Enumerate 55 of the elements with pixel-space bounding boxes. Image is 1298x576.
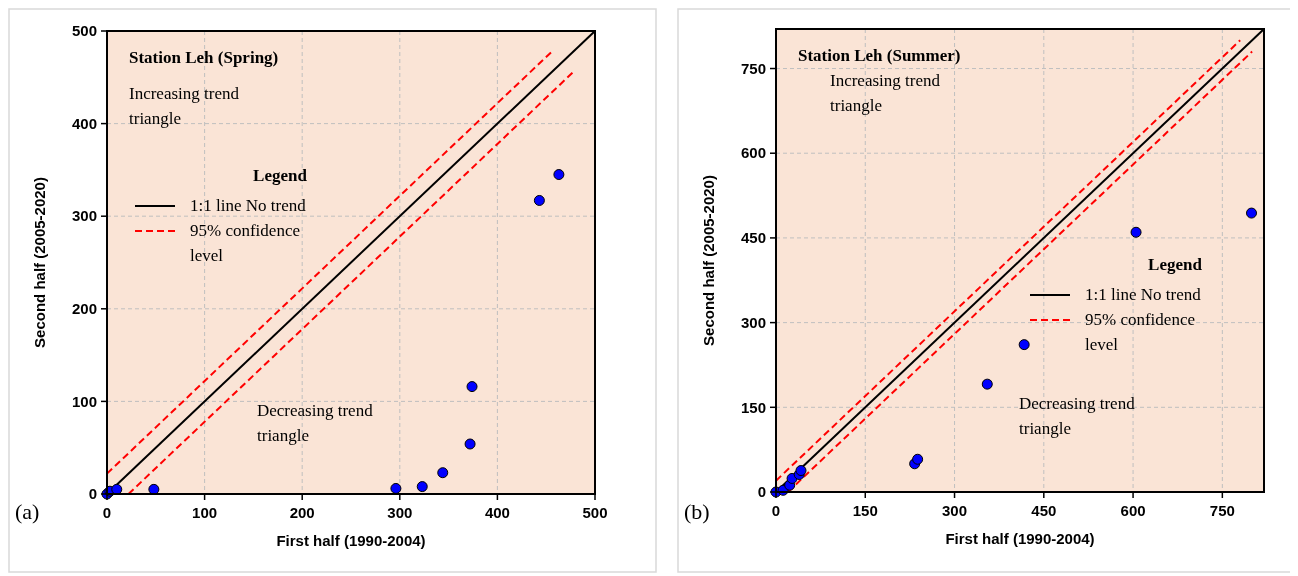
y-tick-label: 300 [71,207,97,225]
x-tick-label: 300 [387,504,413,521]
y-tick-label: 450 [740,229,766,247]
x-axis-title: First half (1990-2004) [945,530,1095,547]
text: (b) [684,499,710,524]
y-axis-title: Second half (2005-2020) [700,175,717,346]
annotation: Increasing trend triangle [129,84,240,128]
y-tick-label: 750 [740,59,766,77]
legend-label: 1:1 line No trend [190,196,307,215]
legend-title: Legend [253,166,308,185]
point [466,381,478,393]
y-tick-label: 600 [740,144,766,162]
y-tick-label: 300 [740,313,766,331]
x-tick-label: 450 [1031,502,1057,519]
point [1018,339,1030,351]
text: Station Leh (Spring) [129,48,279,67]
legend-label: 1:1 line No trend [1085,285,1202,304]
x-tick-label: 400 [484,504,510,521]
y-tick-label: 200 [71,300,97,318]
x-tick-label: 600 [1120,502,1146,519]
text: Station Leh (Summer) [798,46,961,65]
point [464,438,476,450]
point [912,453,924,465]
x-tick-label: 750 [1209,502,1235,519]
legend-label: 95% confidence level [1085,310,1195,354]
y-tick-label: 0 [757,483,766,501]
x-tick-label: 0 [771,502,781,519]
legend-label: 95% confidence level [190,221,300,265]
x-tick-label: 500 [582,504,608,521]
point [1130,226,1142,238]
y-tick-label: 0 [88,485,97,503]
x-axis-title: First half (1990-2004) [276,532,426,549]
point [533,194,545,206]
annotation: Increasing trend triangle [830,71,941,115]
y-axis-title: Second half (2005-2020) [31,177,48,348]
point [795,465,807,477]
point [416,481,428,493]
point [1246,207,1257,219]
point [553,169,565,181]
x-tick-label: 150 [852,502,878,519]
point [390,482,402,494]
y-tick-label: 100 [71,392,97,410]
y-tick-label: 400 [71,114,97,132]
point [437,467,449,479]
y-tick-label: 500 [71,22,97,40]
x-tick-label: 0 [102,504,112,521]
x-tick-label: 100 [192,504,218,521]
annotation: Decreasing trend triangle [257,401,374,445]
legend-title: Legend [1148,255,1203,274]
x-tick-label: 200 [289,504,315,521]
y-tick-label: 150 [740,398,766,416]
annotation: Decreasing trend triangle [1019,394,1136,438]
point [981,378,993,390]
text: (a) [15,499,40,524]
x-tick-label: 300 [942,502,968,519]
